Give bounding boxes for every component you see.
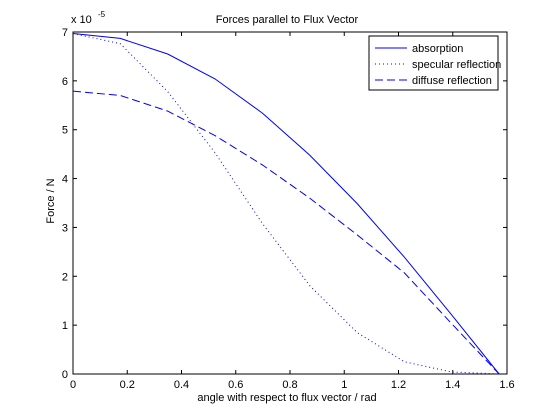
x-tick-label: 1.6 [499, 379, 514, 391]
x-axis-ticks: 0 0.2 0.4 0.6 0.8 1 1.2 1.4 1.6 [70, 32, 515, 391]
legend-label-diffuse-reflection: diffuse reflection [412, 75, 492, 87]
x-tick-label: 1.4 [445, 379, 460, 391]
y-tick-label: 4 [62, 174, 68, 186]
series-line-absorption [72, 33, 500, 375]
y-axis-title: Force / N [45, 178, 57, 223]
x-tick-label: 0 [70, 379, 76, 391]
x-tick-label: 1.2 [391, 379, 406, 391]
x-tick-label: 0.8 [282, 379, 297, 391]
legend-box [368, 35, 499, 91]
x-axis-title: angle with respect to flux vector / rad [197, 392, 376, 404]
y-tick-label: 2 [62, 271, 68, 283]
y-scale-factor-exponent: -5 [98, 10, 106, 19]
series-line-diffuse-reflection [72, 90, 500, 375]
legend-label-absorption: absorption [412, 43, 463, 55]
y-tick-label: 3 [62, 222, 68, 234]
y-tick-label: 1 [62, 320, 68, 332]
y-tick-label: 5 [62, 125, 68, 137]
legend: absorption specular reflection diffuse r… [368, 35, 501, 91]
y-tick-label: 6 [62, 76, 68, 88]
y-scale-factor-base: x 10 [71, 14, 92, 26]
y-tick-label: 7 [62, 27, 68, 39]
y-tick-label: 0 [62, 369, 68, 381]
x-tick-label: 0.6 [228, 379, 243, 391]
x-tick-label: 0.4 [174, 379, 189, 391]
y-scale-factor: x 10 -5 [71, 10, 106, 26]
series-lines [72, 33, 500, 375]
legend-label-specular-reflection: specular reflection [412, 59, 501, 71]
y-axis-ticks: 0 1 2 3 4 5 6 7 [62, 27, 507, 381]
x-tick-label: 0.2 [120, 379, 135, 391]
chart-title: Forces parallel to Flux Vector [216, 14, 359, 26]
x-tick-label: 1 [341, 379, 347, 391]
